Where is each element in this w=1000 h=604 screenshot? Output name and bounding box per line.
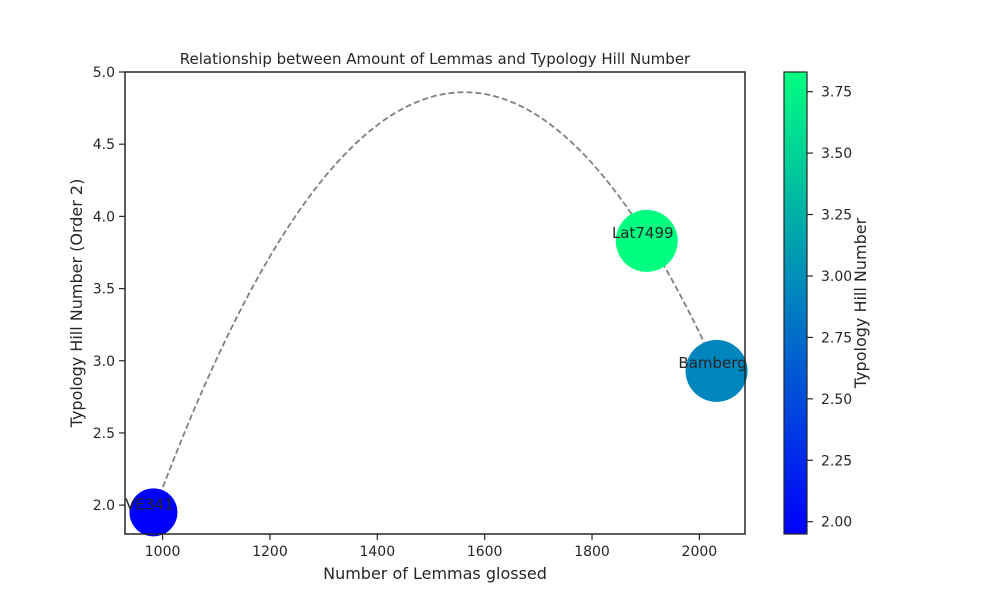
- colorbar-tick-label: 3.75: [821, 85, 852, 101]
- data-point-bamberg: [685, 339, 748, 402]
- colorbar-tick-label: 2.75: [821, 330, 852, 346]
- points-layer: [129, 209, 748, 537]
- point-label: VE341: [125, 495, 173, 513]
- colorbar-tick-label: 2.00: [821, 515, 852, 531]
- data-point-lat7499: [615, 209, 678, 272]
- x-tick-label: 1600: [467, 544, 503, 560]
- point-label: Lat7499: [612, 224, 674, 242]
- x-axis-label: Number of Lemmas glossed: [323, 564, 547, 583]
- colorbar-gradient: [783, 71, 808, 535]
- colorbar-tick-label: 3.00: [821, 269, 852, 285]
- point-label: Bamberg: [678, 354, 746, 372]
- x-tick-label: 1800: [574, 544, 610, 560]
- colorbar-tick-label: 3.25: [821, 208, 852, 224]
- colorbar-tick-label: 2.25: [821, 453, 852, 469]
- y-tick-label: 4.0: [93, 209, 115, 225]
- plot-frame: [124, 71, 746, 535]
- x-tick-label: 1000: [145, 544, 181, 560]
- colorbar-tick-label: 3.50: [821, 146, 852, 162]
- y-tick-label: 2.5: [93, 426, 115, 442]
- colorbar-label: Typology Hill Number: [851, 217, 870, 389]
- y-tick-label: 3.5: [93, 282, 115, 298]
- x-tick-label: 2000: [682, 544, 718, 560]
- x-tick-label: 1400: [359, 544, 395, 560]
- data-point-ve341: [129, 488, 178, 537]
- y-tick-label: 3.0: [93, 354, 115, 370]
- colorbar-ticks: 2.00 2.25 2.50 2.75 3.00 3.25 3.50 3.75: [807, 85, 852, 531]
- y-tick-label: 4.5: [93, 137, 115, 153]
- y-axis-label: Typology Hill Number (Order 2): [67, 179, 86, 429]
- point-labels-layer: VE341 Lat7499 Bamberg: [125, 224, 746, 513]
- plot-area: VE341 Lat7499 Bamberg: [124, 71, 748, 537]
- x-tick-label: 1200: [252, 544, 288, 560]
- y-axis: 2.0 2.5 3.0 3.5 4.0 4.5 5.0: [93, 65, 125, 514]
- y-tick-label: 2.0: [93, 498, 115, 514]
- x-axis: 1000 1200 1400 1600 1800 2000: [145, 534, 717, 560]
- chart-title: Relationship between Amount of Lemmas an…: [180, 50, 691, 68]
- y-tick-label: 5.0: [93, 65, 115, 81]
- fit-curve: [152, 91, 718, 513]
- colorbar-tick-label: 2.50: [821, 392, 852, 408]
- fit-curve-layer: [152, 91, 718, 513]
- colorbar: 2.00 2.25 2.50 2.75 3.00 3.25 3.50 3.75 Typolog…: [783, 71, 870, 535]
